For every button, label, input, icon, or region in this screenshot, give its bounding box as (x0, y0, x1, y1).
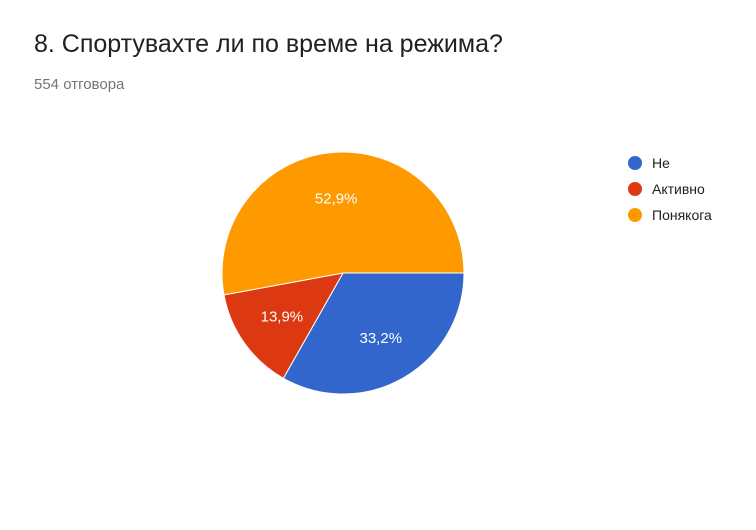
legend-item-ponyakoga[interactable]: Понякога (628, 202, 712, 228)
legend-label-ponyakoga: Понякога (652, 207, 712, 223)
legend-item-aktivno[interactable]: Активно (628, 176, 712, 202)
pie-slice-aktivno[interactable] (223, 272, 344, 379)
legend-label-ne: Не (652, 155, 670, 171)
legend-swatch-aktivno (628, 182, 642, 196)
pie-slice-ne[interactable] (282, 272, 465, 395)
legend-label-aktivno: Активно (652, 181, 705, 197)
chart-legend: Не Активно Понякога (628, 150, 712, 228)
legend-swatch-ponyakoga (628, 208, 642, 222)
slice-label-aktivno: 13,9% (261, 309, 304, 326)
legend-swatch-ne (628, 156, 642, 170)
slice-label-ne: 33,2% (360, 330, 403, 347)
response-count: 554 отговора (34, 76, 125, 93)
pie-slice-ponyakoga[interactable] (221, 151, 465, 296)
page-title: 8. Спортувахте ли по време на режима? (34, 30, 503, 58)
slice-label-ponyakoga: 52,9% (315, 190, 358, 207)
legend-item-ne[interactable]: Не (628, 150, 712, 176)
